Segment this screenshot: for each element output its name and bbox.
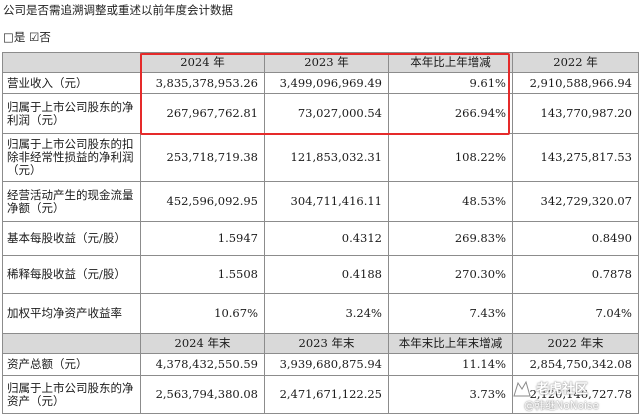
value-change: 270.30% <box>388 255 513 294</box>
header-cell-change: 本年比上年增减 <box>388 52 513 73</box>
row-label: 加权平均净资产收益率 <box>2 293 141 334</box>
value-2024: 10.67% <box>140 293 265 334</box>
yes-label: 是 <box>13 30 26 44</box>
table-header-row: 2024 年 2023 年 本年比上年增减 2022 年 <box>2 52 639 73</box>
value-2024: 267,967,762.81 <box>140 93 265 134</box>
table-row: 归属于上市公司股东的扣除非经常性损益的净利润（元） 253,718,719.38… <box>2 133 639 182</box>
table-row: 加权平均净资产收益率 10.67% 3.24% 7.43% 7.04% <box>2 293 639 334</box>
value-2024: 3,835,378,953.26 <box>140 72 265 94</box>
value-2024: 1.5947 <box>140 221 265 256</box>
header-cell-empty <box>2 52 141 73</box>
value-2023: 304,711,416.11 <box>264 181 389 222</box>
value-2022: 0.8490 <box>512 221 639 256</box>
value-change: 11.14% <box>388 353 513 376</box>
table-row: 营业收入（元） 3,835,378,953.26 3,499,096,969.4… <box>2 72 639 94</box>
row-label: 归属于上市公司股东的净资产（元） <box>2 375 141 414</box>
value-2022: 0.7878 <box>512 255 639 294</box>
header-cell-2023-end: 2023 年末 <box>264 333 389 354</box>
checked-box-glyph: ☑ <box>29 30 40 44</box>
value-change: 3.73% <box>388 375 513 414</box>
header-cell-2024-end: 2024 年末 <box>140 333 265 354</box>
row-label: 资产总额（元） <box>2 353 141 376</box>
value-2023: 0.4188 <box>264 255 389 294</box>
header-cell-2023: 2023 年 <box>264 52 389 73</box>
value-2022: 342,729,320.07 <box>512 181 639 222</box>
question-text: 公司是否需追溯调整或重述以前年度会计数据 <box>3 3 233 17</box>
value-2024: 2,563,794,380.08 <box>140 375 265 414</box>
row-label: 归属于上市公司股东的净利润（元） <box>2 93 141 134</box>
value-2022: 2,910,588,966.94 <box>512 72 639 94</box>
value-2023: 121,853,032.31 <box>264 133 389 182</box>
value-2023: 3,939,680,875.94 <box>264 353 389 376</box>
row-label: 归属于上市公司股东的扣除非经常性损益的净利润（元） <box>2 133 141 182</box>
value-2023: 0.4312 <box>264 221 389 256</box>
table-row: 归属于上市公司股东的净资产（元） 2,563,794,380.08 2,471,… <box>2 375 639 414</box>
value-change: 266.94% <box>388 93 513 134</box>
value-2023: 2,471,671,122.25 <box>264 375 389 414</box>
header-cell-2022-end: 2022 年末 <box>512 333 639 354</box>
header-cell-change-end: 本年末比上年末增减 <box>388 333 513 354</box>
value-2022: 143,770,987.20 <box>512 93 639 134</box>
table-row: 归属于上市公司股东的净利润（元） 267,967,762.81 73,027,0… <box>2 93 639 134</box>
value-2023: 3.24% <box>264 293 389 334</box>
value-2024: 1.5508 <box>140 255 265 294</box>
financial-data-table: 2024 年 2023 年 本年比上年增减 2022 年 营业收入（元） 3,8… <box>2 52 639 414</box>
checkbox-glyph: □ <box>3 30 14 44</box>
value-change: 7.43% <box>388 293 513 334</box>
value-2023: 73,027,000.54 <box>264 93 389 134</box>
value-change: 48.53% <box>388 181 513 222</box>
value-change: 9.61% <box>388 72 513 94</box>
value-2024: 452,596,092.95 <box>140 181 265 222</box>
table-row: 稀释每股收益（元/股） 1.5508 0.4188 270.30% 0.7878 <box>2 255 639 294</box>
value-2022: 2,854,750,342.08 <box>512 353 639 376</box>
value-2024: 4,378,432,550.59 <box>140 353 265 376</box>
value-change: 108.22% <box>388 133 513 182</box>
no-label: 否 <box>39 30 51 44</box>
header-cell-2024: 2024 年 <box>140 52 265 73</box>
table-row: 基本每股收益（元/股） 1.5947 0.4312 269.83% 0.8490 <box>2 221 639 256</box>
value-2022: 2,120,146,727.78 <box>512 375 639 414</box>
table-row: 资产总额（元） 4,378,432,550.59 3,939,680,875.9… <box>2 353 639 376</box>
row-label: 基本每股收益（元/股） <box>2 221 141 256</box>
value-2023: 3,499,096,969.49 <box>264 72 389 94</box>
row-label: 稀释每股收益（元/股） <box>2 255 141 294</box>
header-cell-2022: 2022 年 <box>512 52 639 73</box>
value-2022: 7.04% <box>512 293 639 334</box>
table-row: 经营活动产生的现金流量净额（元） 452,596,092.95 304,711,… <box>2 181 639 222</box>
row-label: 营业收入（元） <box>2 72 141 94</box>
restatement-answer: □是 ☑否 <box>3 28 51 46</box>
value-change: 269.83% <box>388 221 513 256</box>
value-2022: 143,275,817.53 <box>512 133 639 182</box>
value-2024: 253,718,719.38 <box>140 133 265 182</box>
table-header-row-year-end: 2024 年末 2023 年末 本年末比上年末增减 2022 年末 <box>2 333 639 354</box>
header-cell-empty <box>2 333 141 354</box>
row-label: 经营活动产生的现金流量净额（元） <box>2 181 141 222</box>
